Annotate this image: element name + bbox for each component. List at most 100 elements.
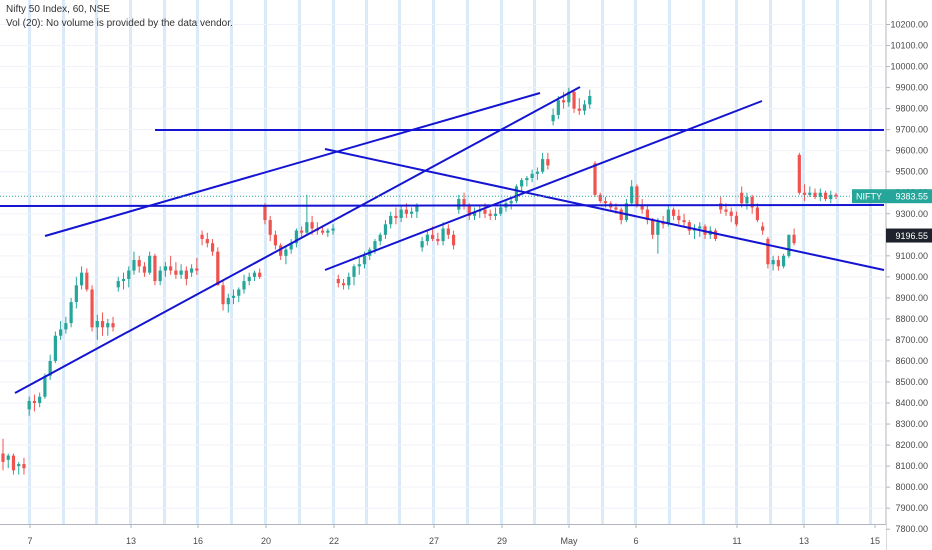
candle-body	[300, 230, 304, 233]
candle-body	[656, 222, 660, 235]
candle-body	[499, 207, 503, 214]
candle-body	[614, 207, 618, 210]
candle-142	[745, 192, 749, 210]
candle-body	[410, 211, 414, 214]
candle-body	[572, 91, 576, 109]
candle-52	[273, 230, 278, 250]
session-band-3	[129, 0, 132, 524]
candle-body	[116, 281, 120, 288]
candles	[1, 87, 838, 475]
candle-5	[27, 396, 31, 416]
candle-body	[834, 194, 838, 197]
session-band-9	[332, 0, 335, 524]
time-tick-label: 11	[732, 536, 741, 546]
candle-body	[106, 323, 110, 328]
session-band-21	[735, 0, 738, 524]
candle-body	[509, 201, 513, 204]
candle-body	[603, 201, 608, 204]
session-band-6	[230, 0, 233, 524]
candle-86	[451, 230, 456, 250]
candle-112	[588, 89, 592, 109]
candle-body	[17, 464, 21, 467]
candle-body	[1, 453, 5, 462]
candle-7	[38, 392, 42, 408]
candle-113	[593, 161, 597, 197]
candle-140	[734, 211, 739, 227]
candle-body	[336, 278, 340, 284]
candle-90	[472, 207, 477, 221]
session-band-12	[432, 0, 435, 524]
time-tick-label: 13	[799, 536, 809, 546]
candle-body	[755, 207, 760, 221]
candle-body	[661, 222, 665, 225]
candle-body	[169, 266, 173, 271]
candle-body	[624, 203, 629, 221]
candle-body	[258, 272, 262, 277]
candle-43	[226, 293, 230, 313]
candle-body	[22, 464, 26, 469]
candle-72	[378, 232, 382, 246]
candle-27	[142, 262, 147, 277]
candle-body	[577, 108, 581, 111]
candle-body	[210, 243, 215, 252]
candle-body	[671, 209, 676, 216]
candle-body	[598, 194, 602, 202]
candle-body	[331, 228, 335, 231]
price-axis[interactable]: 10200.00 10100.00 10000.00 9900.00 9800.00 97…	[885, 0, 932, 550]
session-band-10	[365, 0, 368, 524]
time-axis-bg	[0, 524, 886, 550]
candle-body	[666, 209, 670, 225]
candle-body	[252, 272, 257, 277]
candle-body	[231, 295, 236, 298]
candle-body	[326, 230, 330, 233]
candle-141	[740, 186, 744, 208]
candle-body	[525, 178, 529, 181]
candle-body	[436, 239, 440, 242]
candle-body	[797, 154, 801, 193]
price-badge-bg	[886, 228, 932, 243]
time-axis[interactable]: 7 13 16 20 22 27 29 May 6 11 13 15	[0, 524, 886, 550]
candle-body	[357, 264, 361, 267]
price-tick-label: 7800.00	[895, 524, 928, 534]
candle-111	[582, 100, 587, 115]
candle-body	[556, 100, 560, 115]
candle-body	[630, 186, 634, 204]
candle-body	[829, 194, 833, 200]
candle-55	[289, 239, 293, 254]
candle-10	[53, 331, 57, 364]
candle-152	[797, 152, 801, 195]
candle-body	[488, 213, 492, 216]
price-badge-value: 9196.55	[895, 231, 928, 241]
candle-101	[530, 169, 534, 183]
candle-body	[205, 239, 209, 244]
session-band-16	[567, 0, 570, 524]
candle-30	[158, 266, 162, 286]
candle-16	[85, 268, 89, 292]
price-tick-label: 8700.00	[895, 335, 928, 345]
candle-body	[378, 234, 382, 242]
price-tick-label: 9700.00	[895, 125, 928, 135]
candle-139	[729, 207, 733, 223]
candle-body	[582, 104, 587, 111]
candle-body	[11, 455, 16, 471]
candle-body	[200, 234, 204, 240]
candle-21	[111, 316, 115, 332]
candle-57	[300, 226, 304, 237]
price-badge-bg	[886, 189, 932, 204]
candle-body	[593, 163, 597, 195]
candle-28	[148, 251, 152, 275]
price-tick-label: 9800.00	[895, 104, 928, 114]
candle-body	[451, 234, 456, 246]
candle-body	[305, 222, 309, 233]
candle-110	[577, 98, 581, 115]
candle-body	[729, 211, 733, 216]
candle-2	[11, 453, 16, 475]
candle-91	[478, 205, 482, 218]
session-band-20	[702, 0, 705, 524]
candle-body	[677, 215, 681, 221]
trendline-4	[324, 148, 885, 271]
candle-body	[561, 100, 566, 103]
symbol-badge-bg	[852, 189, 886, 204]
candle-128	[671, 207, 676, 221]
